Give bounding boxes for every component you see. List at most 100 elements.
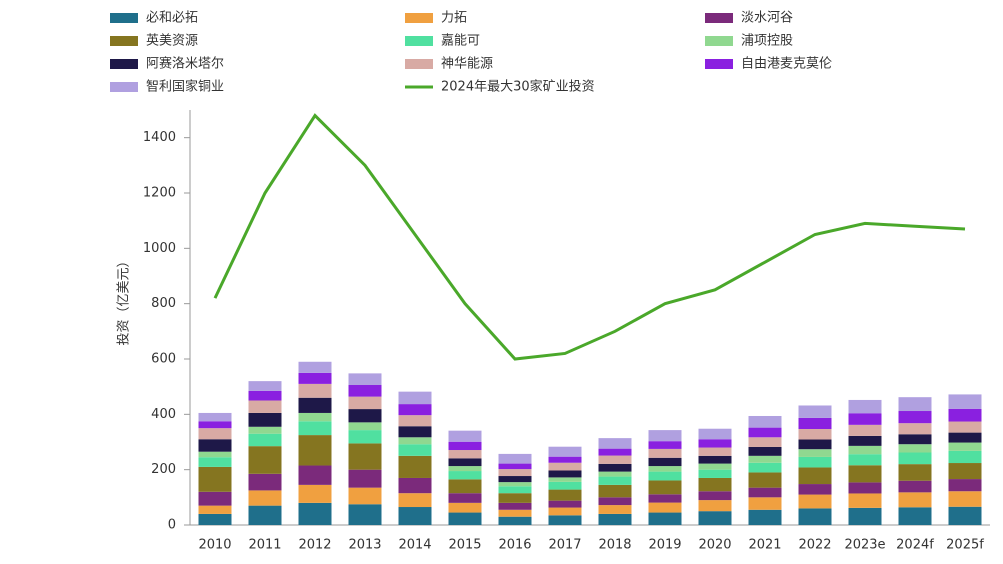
bar-segment [248, 412, 282, 427]
bar-segment [398, 477, 432, 494]
bar-segment [598, 438, 632, 449]
bar-segment [198, 439, 232, 452]
bar-segment [698, 463, 732, 470]
bar-segment [848, 482, 882, 494]
bar-segment [598, 484, 632, 498]
x-tick-label: 2020 [698, 538, 731, 553]
bar-segment [248, 426, 282, 434]
bar-segment [898, 464, 932, 481]
bar-segment [848, 435, 882, 446]
bar-segment [548, 446, 582, 457]
bar-segment [298, 383, 332, 398]
bar-segment [748, 487, 782, 498]
bar-segment [598, 455, 632, 464]
bar-segment [398, 507, 432, 525]
legend-label: 阿赛洛米塔尔 [146, 56, 224, 72]
legend-swatch [705, 36, 733, 46]
bar-segment [298, 412, 332, 422]
bar-segment [698, 428, 732, 440]
legend-swatch [110, 13, 138, 23]
bar-segment [948, 450, 982, 464]
legend-swatch [110, 59, 138, 69]
legend-label: 力拓 [441, 11, 467, 26]
bar-segment [448, 493, 482, 503]
bar-segment [348, 385, 382, 397]
bar-segment [948, 408, 982, 422]
bar-segment [948, 491, 982, 507]
bar-segment [448, 502, 482, 513]
x-tick-label: 2023e [844, 538, 885, 553]
legend-label: 智利国家铜业 [146, 79, 224, 95]
bar-segment [448, 466, 482, 472]
bar-segment [198, 513, 232, 525]
bar-segment [598, 471, 632, 477]
bar-segment [698, 491, 732, 501]
bar-segment [748, 437, 782, 447]
bar-segment [298, 435, 332, 466]
bar-segment [648, 441, 682, 449]
bar-segment [648, 457, 682, 467]
legend-swatch [110, 82, 138, 92]
bar-segment [598, 476, 632, 485]
bar-segment [698, 511, 732, 525]
bar-segment [948, 432, 982, 443]
bar-segment [798, 449, 832, 457]
bar-segment [748, 497, 782, 510]
legend-label: 浦项控股 [741, 34, 793, 49]
bar-segment [598, 497, 632, 506]
bar-segment [748, 455, 782, 463]
bar-segment [898, 452, 932, 465]
bar-segment [498, 502, 532, 510]
bar-segment [448, 512, 482, 525]
legend-label: 自由港麦克莫伦 [741, 57, 832, 72]
x-tick-label: 2022 [798, 538, 831, 553]
legend-label: 必和必拓 [146, 11, 198, 26]
bar-segment [198, 466, 232, 492]
bar-segment [248, 505, 282, 525]
bar-segment [898, 411, 932, 424]
bar-segment [298, 465, 332, 485]
legend-label: 嘉能可 [441, 34, 480, 49]
bar-segment [498, 463, 532, 470]
bar-segment [548, 515, 582, 525]
bar-segment [748, 446, 782, 456]
legend-swatch [405, 59, 433, 69]
bar-segment [348, 422, 382, 431]
bar-segment [498, 516, 532, 525]
bar-segment [298, 397, 332, 413]
bar-segment [798, 467, 832, 485]
bar-segment [798, 456, 832, 468]
bar-segment [298, 361, 332, 373]
bar-segment [448, 450, 482, 459]
bar-segment [698, 447, 732, 456]
x-tick-label: 2013 [348, 538, 381, 553]
bar-segment [898, 492, 932, 508]
bar-segment [298, 502, 332, 525]
bar-segment [798, 405, 832, 418]
line [213, 113, 966, 361]
bar-segment [248, 473, 282, 491]
bar-segment [398, 455, 432, 478]
bar-segment [848, 465, 882, 483]
bar-segment [698, 500, 732, 512]
bar-segment [698, 469, 732, 478]
x-tick-label: 2014 [398, 538, 431, 553]
bar-segment [948, 506, 982, 525]
bar-segment [548, 456, 582, 463]
bar-segment [948, 463, 982, 480]
bar-segment [898, 434, 932, 445]
bar-segment [748, 509, 782, 525]
x-tick-label: 2019 [648, 538, 681, 553]
bar-segment [448, 458, 482, 467]
bar-segment [548, 500, 582, 508]
bar-segment [848, 399, 882, 414]
bar-segment [448, 479, 482, 494]
bar-segment [748, 472, 782, 488]
bar-segment [498, 476, 532, 483]
legend-label: 淡水河谷 [741, 11, 793, 26]
x-tick-label: 2015 [448, 538, 481, 553]
bar-segment [898, 480, 932, 493]
bar-segment [198, 457, 232, 467]
bar-segment [798, 428, 832, 440]
